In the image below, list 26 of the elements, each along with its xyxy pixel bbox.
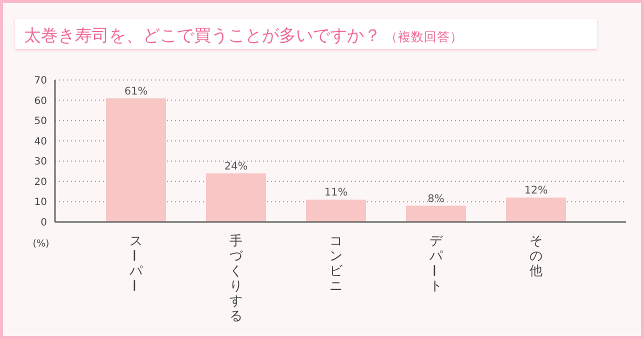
y-tick-label: 10	[34, 197, 47, 208]
x-tick-label: デパート	[426, 234, 444, 294]
y-axis-title: (%)	[32, 238, 50, 250]
bar	[506, 198, 566, 222]
y-tick-label: 70	[34, 76, 47, 86]
bar	[306, 200, 366, 222]
data-label: 8%	[428, 192, 444, 205]
y-tick-label: 30	[34, 156, 47, 168]
y-tick-label: 0	[40, 218, 47, 228]
y-tick-label: 60	[34, 96, 47, 107]
data-label: 12%	[524, 184, 548, 197]
chart-subtitle: （複数回答）	[385, 29, 463, 44]
bar	[106, 98, 166, 222]
x-tick-label: スーパー	[126, 234, 144, 292]
y-tick-label: 50	[34, 116, 47, 128]
chart-title: 太巻き寿司を、どこで買うことが多いですか？	[24, 26, 381, 46]
x-tick-label: その他	[530, 234, 542, 279]
bar	[206, 173, 266, 222]
y-tick-label: 40	[34, 136, 47, 148]
y-tick-label: 20	[34, 176, 47, 188]
bar	[406, 206, 466, 222]
data-label: 61%	[124, 85, 148, 98]
data-label: 24%	[224, 160, 248, 172]
data-label: 11%	[324, 186, 348, 199]
x-tick-label: 手づくりする	[230, 234, 244, 324]
x-tick-label: コンビニ	[330, 234, 344, 294]
